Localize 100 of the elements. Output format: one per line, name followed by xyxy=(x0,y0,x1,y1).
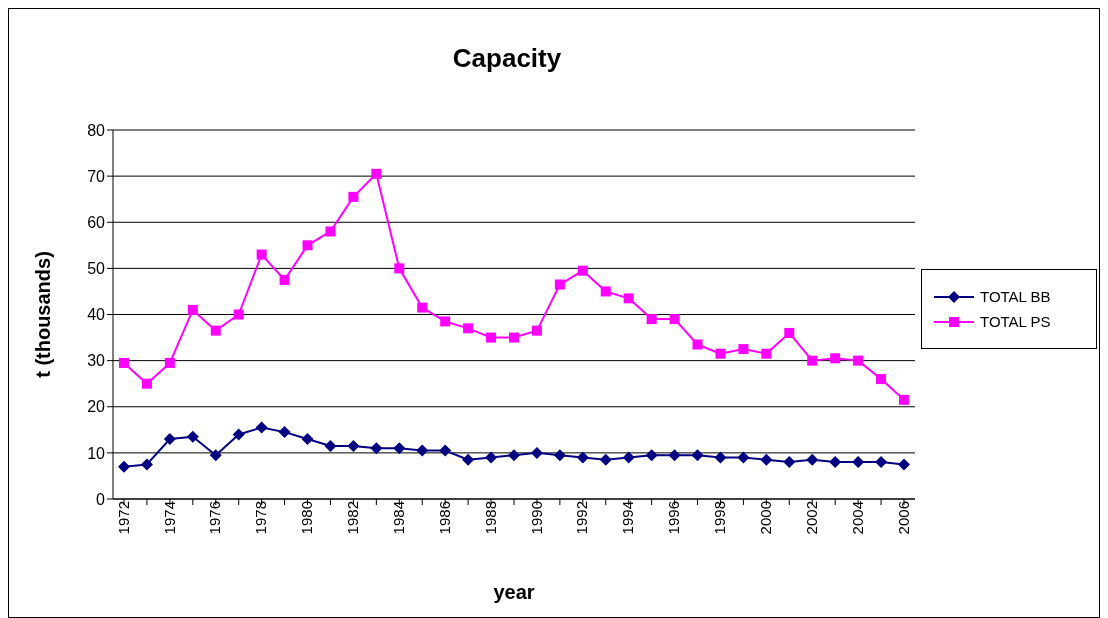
y-tick-label: 70 xyxy=(87,167,106,185)
point xyxy=(186,430,199,443)
point xyxy=(691,449,704,462)
point xyxy=(164,357,175,368)
point xyxy=(393,442,406,455)
x-tick-label: 1980 xyxy=(298,501,316,535)
point xyxy=(737,451,750,464)
x-tick-label: 1974 xyxy=(160,501,178,535)
x-tick-label: 1972 xyxy=(114,501,132,535)
point xyxy=(371,168,382,179)
point xyxy=(715,348,726,359)
y-tick-label: 50 xyxy=(87,260,106,278)
point xyxy=(485,451,498,464)
point xyxy=(599,453,612,466)
point xyxy=(417,302,428,313)
y-axis-title: t (thousands) xyxy=(32,251,55,378)
point xyxy=(301,433,314,446)
point xyxy=(645,449,658,462)
point xyxy=(141,378,152,389)
point xyxy=(439,444,452,457)
x-tick-label: 1986 xyxy=(435,501,453,535)
point xyxy=(324,439,337,452)
point xyxy=(853,355,864,366)
point xyxy=(118,460,130,473)
point xyxy=(440,316,451,327)
x-tick-label: 2002 xyxy=(802,501,820,535)
point xyxy=(347,439,360,452)
point xyxy=(668,449,681,462)
point xyxy=(394,263,405,274)
x-tick-label: 1998 xyxy=(711,501,729,535)
point xyxy=(577,265,588,276)
point xyxy=(784,327,795,338)
chart-title: Capacity xyxy=(451,43,563,74)
point xyxy=(830,353,841,364)
point xyxy=(899,394,909,405)
point xyxy=(509,332,519,343)
point xyxy=(714,451,727,464)
point xyxy=(738,344,749,355)
point xyxy=(233,309,244,320)
point xyxy=(692,339,703,350)
point xyxy=(256,249,267,260)
x-axis-title: year xyxy=(493,581,535,603)
x-tick-label: 1992 xyxy=(573,501,591,535)
point xyxy=(119,357,129,368)
point xyxy=(302,240,313,251)
x-tick-label: 1984 xyxy=(389,501,407,535)
point xyxy=(462,453,475,466)
point xyxy=(531,325,542,336)
y-tick-label: 40 xyxy=(87,306,106,324)
point xyxy=(278,426,291,439)
point xyxy=(623,293,634,304)
point xyxy=(761,348,772,359)
y-tick-label: 0 xyxy=(96,490,106,508)
point xyxy=(325,226,336,237)
point xyxy=(255,421,268,434)
point xyxy=(209,449,222,462)
x-tick-label: 1988 xyxy=(481,501,499,535)
point xyxy=(463,323,474,334)
legend-label: TOTAL BB xyxy=(980,288,1051,305)
point xyxy=(163,433,176,446)
x-tick-label: 1994 xyxy=(619,501,637,535)
y-tick-label: 20 xyxy=(87,398,106,416)
point xyxy=(783,456,796,469)
x-tick-label: 1976 xyxy=(206,501,224,535)
x-tick-label: 1996 xyxy=(665,501,683,535)
point xyxy=(760,453,773,466)
point xyxy=(646,314,657,325)
point xyxy=(530,446,543,459)
point xyxy=(600,286,611,297)
y-tick-label: 60 xyxy=(87,213,106,231)
point xyxy=(279,274,290,285)
point xyxy=(210,325,221,336)
x-tick-label: 2004 xyxy=(848,501,866,535)
point xyxy=(806,453,819,466)
y-tick-label: 10 xyxy=(87,444,106,462)
y-tick-label: 80 xyxy=(87,121,106,139)
point xyxy=(232,428,245,441)
y-tick-label: 30 xyxy=(87,352,106,370)
point xyxy=(553,449,566,462)
point xyxy=(348,191,359,202)
point xyxy=(669,314,680,325)
point xyxy=(875,456,888,469)
point xyxy=(807,355,818,366)
point xyxy=(508,449,520,462)
x-tick-label: 1978 xyxy=(252,501,270,535)
point xyxy=(622,451,635,464)
point xyxy=(187,304,198,315)
point xyxy=(554,279,565,290)
x-tick-label: 1982 xyxy=(344,501,362,535)
legend-label: TOTAL PS xyxy=(980,313,1051,330)
point xyxy=(876,374,887,385)
point xyxy=(140,458,153,471)
point xyxy=(370,442,383,455)
point xyxy=(486,332,497,343)
point xyxy=(576,451,589,464)
x-tick-label: 2006 xyxy=(894,501,912,535)
x-tick-label: 1990 xyxy=(527,501,545,535)
x-tick-label: 2000 xyxy=(757,501,774,535)
point xyxy=(898,458,910,471)
point xyxy=(416,444,429,457)
